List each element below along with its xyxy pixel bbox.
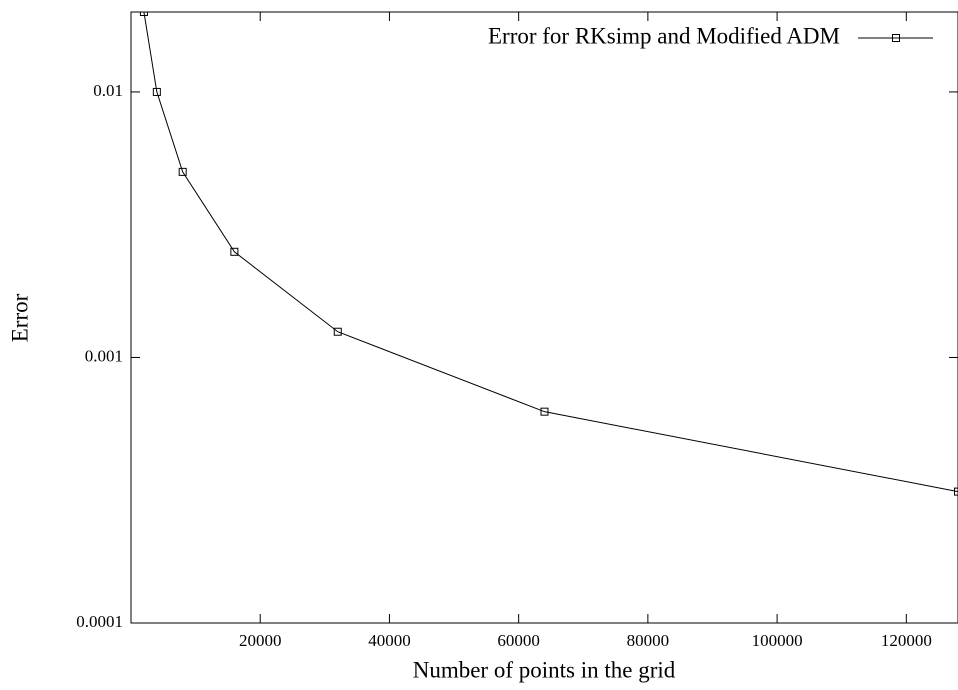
data-point	[152, 87, 161, 96]
data-point	[540, 407, 549, 416]
legend-marker	[892, 34, 900, 42]
data-point	[139, 12, 148, 16]
x-tick-label: 120000	[881, 631, 932, 650]
data-point	[954, 487, 958, 496]
y-tick-label: 0.001	[85, 346, 123, 365]
x-axis-label: Number of points in the grid	[413, 657, 676, 682]
data-point	[178, 167, 187, 176]
data-point	[333, 327, 342, 336]
legend-label: Error for RKsimp and Modified ADM	[488, 23, 840, 48]
x-tick-label: 40000	[368, 631, 411, 650]
x-tick-label: 100000	[752, 631, 803, 650]
plot-frame	[130, 11, 958, 624]
x-tick-label: 80000	[627, 631, 670, 650]
data-line	[143, 12, 958, 493]
data-point	[230, 247, 239, 256]
x-tick-label: 20000	[239, 631, 282, 650]
y-tick-label: 0.01	[93, 81, 123, 100]
plot-area	[139, 12, 958, 496]
y-axis-label: Error	[7, 293, 32, 342]
y-tick-label: 0.0001	[76, 612, 123, 631]
x-tick-label: 60000	[497, 631, 540, 650]
